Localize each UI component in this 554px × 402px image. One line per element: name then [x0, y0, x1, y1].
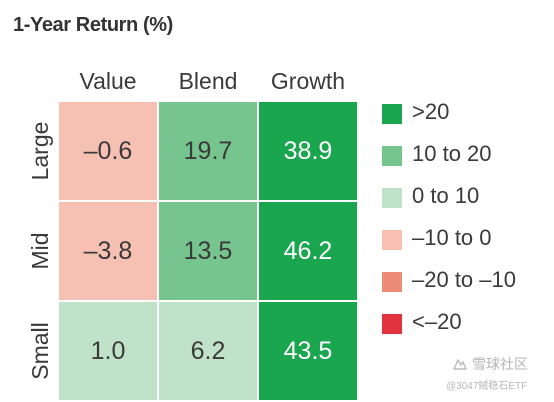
heatmap-cell: 13.5 [159, 202, 257, 300]
heatmap-cell: –3.8 [59, 202, 157, 300]
legend-swatch [382, 272, 402, 292]
heatmap-cell: 1.0 [59, 302, 157, 400]
legend-swatch [382, 146, 402, 166]
legend-label: 0 to 10 [412, 183, 480, 208]
watermark-handle: @3047贼稳石ETF [446, 381, 528, 392]
legend-swatch [382, 314, 402, 334]
legend-label: –20 to –10 [412, 267, 516, 292]
row-label: Mid [27, 232, 53, 270]
row-label: Large [27, 121, 53, 181]
heatmap-cell: 38.9 [259, 102, 357, 200]
legend-label: –10 to 0 [412, 225, 492, 250]
heatmap-cell: 43.5 [259, 302, 357, 400]
row-label: Small [27, 322, 53, 380]
heatmap-cell: 19.7 [159, 102, 257, 200]
column-label: Blend [178, 68, 238, 94]
column-label: Value [79, 68, 137, 94]
heatmap-cell: 6.2 [159, 302, 257, 400]
legend-label: <–20 [412, 309, 462, 334]
chart-title: 1-Year Return (%) [13, 14, 173, 36]
legend-swatch [382, 230, 402, 250]
snowball-logo-icon [452, 358, 468, 370]
heatmap-cell: –0.6 [59, 102, 157, 200]
legend-label: >20 [412, 99, 450, 124]
legend-swatch [382, 104, 402, 124]
watermark-name: 雪球社区 [472, 356, 528, 372]
column-label: Growth [270, 68, 346, 94]
heatmap-cell: 46.2 [259, 202, 357, 300]
legend-swatch [382, 188, 402, 208]
legend-label: 10 to 20 [412, 141, 492, 166]
